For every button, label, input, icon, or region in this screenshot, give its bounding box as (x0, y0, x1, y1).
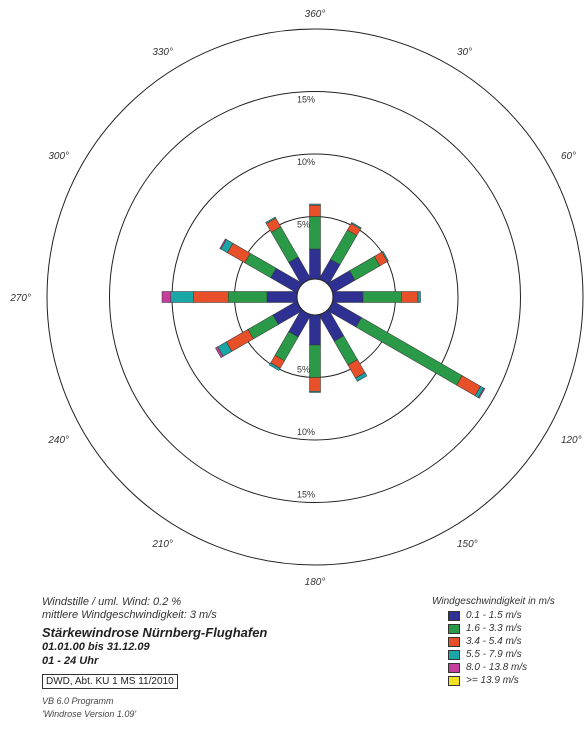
direction-bar-30 (318, 222, 362, 285)
bar-segment (219, 238, 227, 250)
hours-text: 01 - 24 Uhr (42, 655, 99, 667)
bar-segment (244, 252, 277, 279)
ring-label: 10% (297, 157, 315, 167)
calm-text: Windstille / uml. Wind: 0.2 % (42, 596, 182, 608)
direction-label: 210° (151, 539, 173, 550)
bar-segment (333, 335, 358, 366)
bar-segment (355, 372, 368, 382)
legend-swatch (448, 662, 460, 673)
direction-label: 180° (305, 577, 326, 588)
chart-title: Stärkewindrose Nürnberg-Flughafen (42, 625, 268, 640)
direction-bar-0 (309, 203, 321, 280)
legend-item: >= 13.9 m/s (448, 674, 582, 687)
bar-segment (309, 314, 321, 346)
direction-bar-180 (309, 314, 321, 393)
ring-15 (109, 91, 521, 503)
legend-item: 8.0 - 13.8 m/s (448, 661, 582, 674)
bar-segment (266, 291, 298, 303)
ring-label: 15% (297, 95, 315, 105)
direction-bar-300 (219, 238, 303, 294)
bar-segment (309, 248, 321, 280)
bar-segment (309, 216, 321, 250)
bar-segment (161, 291, 171, 303)
bar-segment (349, 256, 381, 281)
bar-segment (350, 222, 362, 230)
legend-label: >= 13.9 m/s (466, 675, 519, 686)
windrose-chart: 5%5%10%10%15%15%360°30°60°90°120°150°180… (9, 9, 584, 588)
program-line-2: 'Windrose Version 1.09' (42, 709, 137, 719)
ring-outer (46, 28, 584, 566)
bar-segment (362, 291, 402, 303)
bar-segment (330, 229, 358, 266)
bar-segment (309, 377, 321, 392)
direction-label: 300° (48, 151, 69, 162)
direction-bar-90 (332, 291, 421, 303)
legend-swatch (448, 675, 460, 686)
source-box: DWD, Abt. KU 1 MS 11/2010 (42, 674, 178, 689)
bar-segment (401, 291, 419, 303)
mean-speed-text: mittlere Windgeschwindigkeit: 3 m/s (42, 609, 217, 621)
legend-label: 1.6 - 3.3 m/s (466, 623, 522, 634)
bar-segment (309, 205, 321, 217)
direction-label: 360° (305, 9, 326, 20)
bar-segment (215, 346, 224, 358)
legend-item: 3.4 - 5.4 m/s (448, 635, 582, 648)
ring-label: 5% (297, 220, 310, 230)
direction-label: 270° (9, 293, 31, 304)
legend-item: 1.6 - 3.3 m/s (448, 622, 582, 635)
legend-swatch (448, 623, 460, 634)
bars-group (161, 203, 486, 399)
bar-segment (417, 291, 421, 303)
legend-title: Windgeschwindigkeit in m/s (432, 596, 555, 607)
bar-segment (477, 387, 486, 399)
direction-label: 30° (457, 47, 472, 58)
bar-segment (309, 203, 321, 206)
bar-segment (355, 317, 463, 386)
bar-segment (247, 314, 279, 340)
direction-label: 240° (47, 435, 69, 446)
direction-label: 120° (561, 435, 582, 446)
direction-label: 150° (457, 539, 478, 550)
direction-bar-240 (215, 300, 303, 358)
direction-bar-120 (327, 300, 486, 399)
legend: Windgeschwindigkeit in m/s 0.1 - 1.5 m/s… (432, 596, 582, 687)
bar-segment (228, 291, 268, 303)
bar-segment (332, 291, 364, 303)
direction-bar-60 (327, 251, 389, 294)
direction-label: 60° (561, 151, 576, 162)
bar-segment (269, 362, 281, 371)
bar-segment (225, 329, 254, 352)
direction-bar-210 (269, 309, 312, 371)
program-line-1: VB 6.0 Programm (42, 696, 114, 706)
bar-segment (274, 331, 299, 362)
info-block: Windstille / uml. Wind: 0.2 % mittlere W… (42, 596, 372, 721)
legend-swatch (448, 649, 460, 660)
calm-circle (296, 278, 334, 316)
ring-label: 15% (297, 490, 315, 500)
direction-bar-330 (265, 216, 312, 285)
ring-label: 5% (297, 365, 310, 375)
legend-label: 3.4 - 5.4 m/s (466, 636, 522, 647)
bar-segment (270, 226, 299, 263)
bar-segment (309, 391, 321, 393)
legend-item: 0.1 - 1.5 m/s (448, 609, 582, 622)
legend-label: 5.5 - 7.9 m/s (466, 649, 522, 660)
bar-segment (170, 291, 194, 303)
legend-swatch (448, 610, 460, 621)
direction-label: 330° (152, 47, 173, 58)
labels-group: 5%5%10%10%15%15%360°30°60°90°120°150°180… (9, 9, 582, 588)
bar-segment (381, 251, 389, 262)
direction-bar-270 (161, 291, 298, 303)
legend-label: 8.0 - 13.8 m/s (466, 662, 528, 673)
bar-segment (265, 216, 277, 224)
ring-label: 10% (297, 427, 315, 437)
period-text: 01.01.00 bis 31.12.09 (42, 641, 150, 653)
legend-swatch (448, 636, 460, 647)
legend-label: 0.1 - 1.5 m/s (466, 610, 522, 621)
legend-item: 5.5 - 7.9 m/s (448, 648, 582, 661)
bar-segment (309, 344, 321, 378)
bar-segment (193, 291, 229, 303)
